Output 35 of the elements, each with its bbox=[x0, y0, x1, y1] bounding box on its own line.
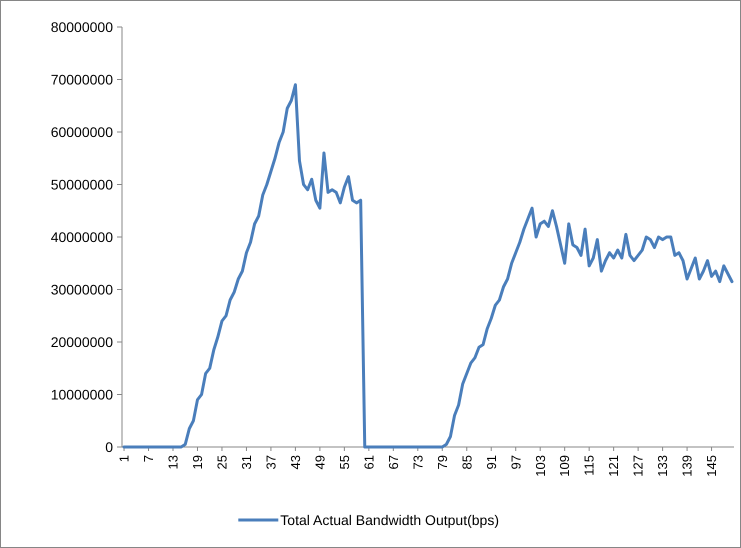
x-tick-label: 7 bbox=[141, 455, 156, 462]
y-tick-label: 10000000 bbox=[50, 386, 114, 402]
x-tick-label: 73 bbox=[410, 455, 426, 470]
x-tick-label: 133 bbox=[655, 455, 670, 477]
y-tick-label: 40000000 bbox=[50, 228, 114, 245]
x-tick-label: 37 bbox=[263, 455, 278, 470]
x-tick-label: 61 bbox=[361, 455, 376, 470]
x-tick-label: 85 bbox=[459, 455, 474, 470]
x-tick-label: 91 bbox=[484, 455, 499, 470]
y-tick-label: 30000000 bbox=[50, 281, 114, 298]
x-tick-label: 55 bbox=[336, 455, 352, 470]
x-tick-label: 145 bbox=[704, 455, 720, 477]
x-tick-label: 97 bbox=[508, 455, 524, 470]
x-tick-label: 67 bbox=[386, 455, 401, 470]
y-tick-label: 0 bbox=[105, 438, 114, 455]
x-tick-label: 121 bbox=[606, 455, 622, 477]
x-tick-label: 19 bbox=[190, 455, 206, 470]
y-tick-label: 20000000 bbox=[50, 334, 114, 350]
x-tick-label: 79 bbox=[434, 455, 450, 470]
y-tick-label: 70000000 bbox=[50, 71, 114, 88]
x-tick-label: 109 bbox=[557, 455, 572, 477]
x-tick-label: 103 bbox=[532, 455, 548, 477]
x-tick-label: 43 bbox=[288, 455, 303, 470]
y-tick-label: 50000000 bbox=[50, 176, 114, 192]
y-tick-label: 60000000 bbox=[50, 124, 114, 140]
x-tick-label: 25 bbox=[214, 455, 230, 470]
x-tick-label: 115 bbox=[582, 455, 597, 476]
x-tick-label: 1 bbox=[116, 455, 132, 462]
x-tick-label: 127 bbox=[630, 455, 646, 477]
y-tick-label: 80000000 bbox=[50, 18, 114, 35]
x-tick-label: 31 bbox=[238, 455, 254, 470]
x-tick-label: 49 bbox=[312, 455, 328, 470]
x-tick-label: 139 bbox=[680, 455, 695, 477]
x-tick-label: 13 bbox=[166, 455, 181, 470]
legend-label: Total Actual Bandwidth Output(bps) bbox=[280, 512, 499, 528]
